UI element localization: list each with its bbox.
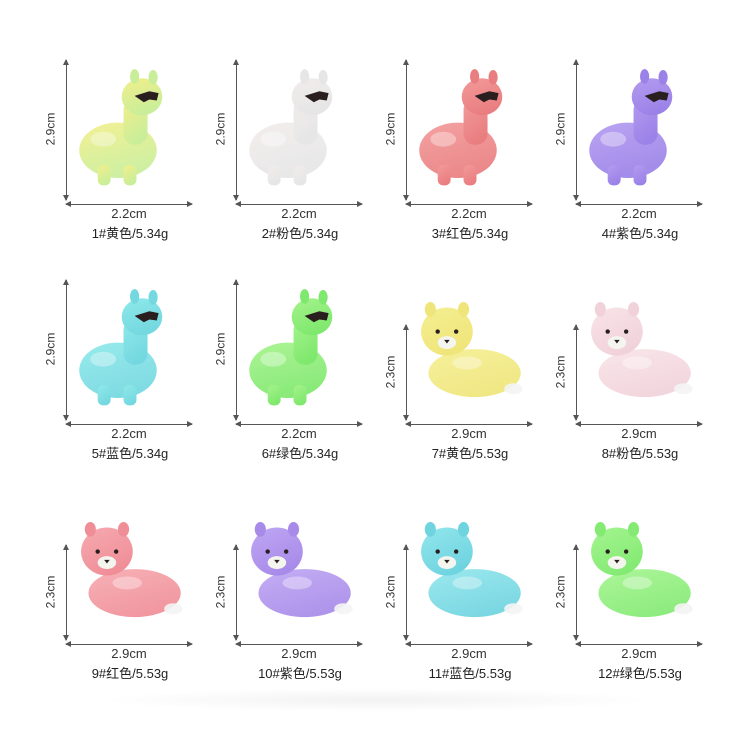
width-label: 2.2cm — [621, 206, 657, 221]
width-dimension-line — [65, 641, 193, 647]
product-cell: 2.9cm 2.2cm 6#绿色/5.34g — [210, 279, 380, 490]
product-caption: 6#绿色/5.34g — [261, 446, 339, 461]
product-cell: 2.3cm 2.9cm 12#绿色/5.53g — [550, 500, 720, 710]
height-dimension-line — [573, 59, 579, 201]
product-caption: 12#绿色/5.53g — [598, 666, 682, 681]
width-dimension-line — [405, 641, 533, 647]
height-dimension-line — [233, 59, 239, 201]
product-caption: 9#红色/5.53g — [91, 666, 169, 681]
width-dimension-line — [575, 201, 703, 207]
width-label: 2.2cm — [281, 206, 317, 221]
bottom-shadow — [95, 688, 655, 712]
height-dimension-line — [233, 279, 239, 421]
height-dimension-line — [63, 544, 69, 641]
width-label: 2.9cm — [111, 646, 147, 661]
height-label: 2.9cm — [213, 112, 228, 146]
alpaca-figurine-photo — [79, 69, 163, 186]
width-dimension-line — [235, 201, 363, 207]
alpaca-figurine-photo — [589, 69, 673, 186]
height-label: 2.9cm — [213, 332, 228, 366]
height-dimension-line — [63, 279, 69, 421]
width-label: 2.2cm — [281, 426, 317, 441]
product-cell: 2.3cm 2.9cm 10#紫色/5.53g — [210, 500, 380, 710]
product-caption: 1#黄色/5.34g — [91, 226, 169, 241]
height-label: 2.3cm — [43, 575, 58, 608]
height-label: 2.3cm — [553, 355, 568, 388]
product-cell: 2.9cm 2.2cm 4#紫色/5.34g — [550, 59, 720, 270]
width-label: 2.9cm — [281, 646, 317, 661]
alpaca-figurine-photo — [591, 522, 693, 618]
alpaca-figurine-photo — [591, 302, 693, 398]
alpaca-figurine-photo — [251, 522, 353, 618]
product-cell: 2.9cm 2.2cm 3#红色/5.34g — [380, 59, 550, 270]
alpaca-figurine-photo — [81, 522, 183, 618]
width-dimension-line — [405, 421, 533, 427]
product-caption: 11#蓝色/5.53g — [428, 666, 512, 681]
width-dimension-line — [235, 421, 363, 427]
height-dimension-line — [63, 59, 69, 201]
product-cell: 2.3cm 2.9cm 9#红色/5.53g — [40, 500, 210, 710]
width-dimension-line — [405, 201, 533, 207]
height-label: 2.9cm — [43, 112, 58, 146]
height-label: 2.3cm — [553, 575, 568, 608]
product-caption: 8#粉色/5.53g — [601, 446, 679, 461]
width-label: 2.9cm — [621, 426, 657, 441]
width-label: 2.9cm — [451, 426, 487, 441]
product-cell: 2.3cm 2.9cm 7#黄色/5.53g — [380, 280, 550, 490]
width-dimension-line — [65, 421, 193, 427]
product-caption: 10#紫色/5.53g — [258, 666, 342, 681]
product-cell: 2.9cm 2.2cm 1#黄色/5.34g — [40, 59, 210, 270]
product-cell: 2.3cm 2.9cm 11#蓝色/5.53g — [380, 500, 550, 710]
height-label: 2.9cm — [553, 112, 568, 146]
height-dimension-line — [233, 544, 239, 641]
width-label: 2.2cm — [451, 206, 487, 221]
height-label: 2.3cm — [383, 575, 398, 608]
width-label: 2.2cm — [111, 206, 147, 221]
height-dimension-line — [403, 324, 409, 421]
product-caption: 2#粉色/5.34g — [261, 226, 339, 241]
product-cell: 2.9cm 2.2cm 5#蓝色/5.34g — [40, 279, 210, 490]
height-label: 2.9cm — [43, 332, 58, 366]
width-dimension-line — [65, 201, 193, 207]
alpaca-figurine-photo — [249, 69, 333, 186]
height-dimension-line — [573, 324, 579, 421]
alpaca-figurine-photo — [419, 69, 503, 186]
width-label: 2.9cm — [621, 646, 657, 661]
product-cell: 2.3cm 2.9cm 8#粉色/5.53g — [550, 280, 720, 490]
product-caption: 4#紫色/5.34g — [601, 226, 679, 241]
alpaca-figurine-photo — [421, 302, 523, 398]
height-dimension-line — [403, 544, 409, 641]
alpaca-figurine-photo — [249, 289, 333, 406]
height-label: 2.9cm — [383, 112, 398, 146]
height-label: 2.3cm — [213, 575, 228, 608]
product-caption: 5#蓝色/5.34g — [91, 446, 169, 461]
alpaca-figurine-photo — [421, 522, 523, 618]
width-dimension-line — [575, 641, 703, 647]
product-caption: 3#红色/5.34g — [431, 226, 509, 241]
width-label: 2.2cm — [111, 426, 147, 441]
product-caption: 7#黄色/5.53g — [431, 446, 509, 461]
height-label: 2.3cm — [383, 355, 398, 388]
product-cell: 2.9cm 2.2cm 2#粉色/5.34g — [210, 59, 380, 270]
height-dimension-line — [573, 544, 579, 641]
alpaca-figurine-photo — [79, 289, 163, 406]
width-label: 2.9cm — [451, 646, 487, 661]
width-dimension-line — [235, 641, 363, 647]
height-dimension-line — [403, 59, 409, 201]
width-dimension-line — [575, 421, 703, 427]
